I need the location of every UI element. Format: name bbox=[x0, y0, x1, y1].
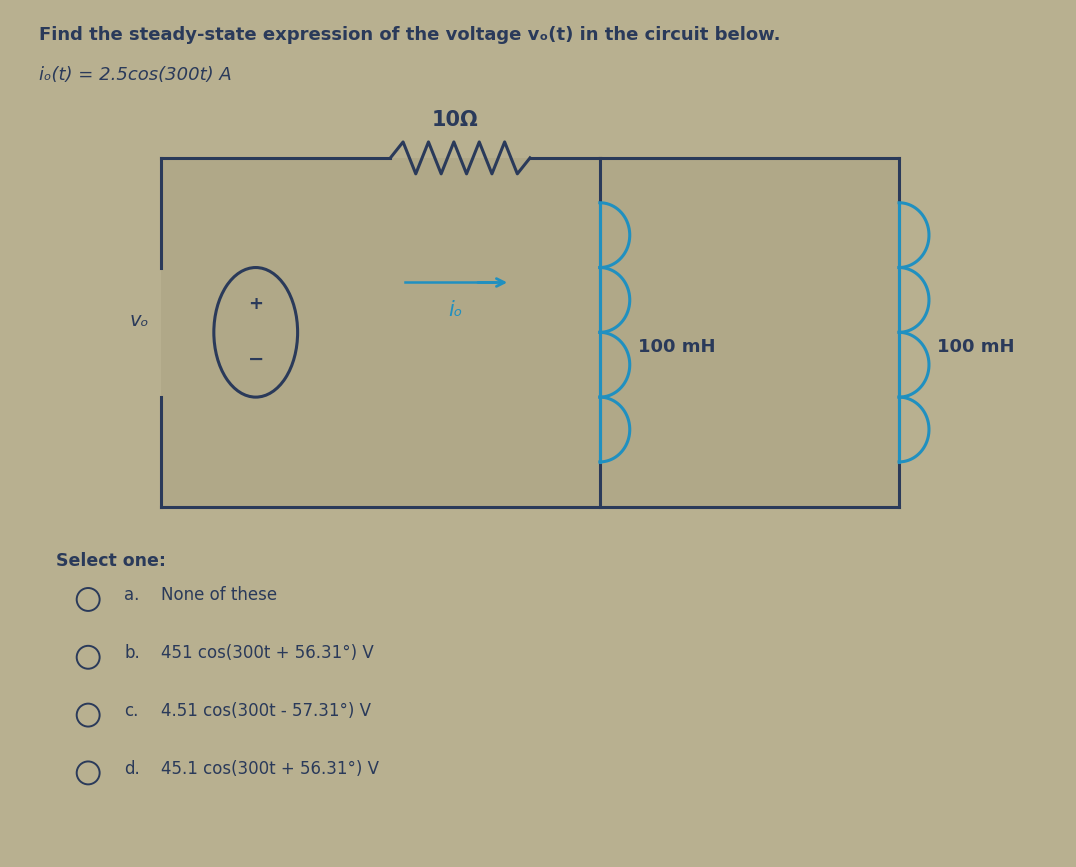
Text: None of these: None of these bbox=[161, 586, 278, 604]
Text: d.: d. bbox=[124, 759, 140, 778]
Text: a.: a. bbox=[124, 586, 140, 604]
Text: 45.1 cos(300t + 56.31°) V: 45.1 cos(300t + 56.31°) V bbox=[161, 759, 379, 778]
Text: +: + bbox=[249, 296, 264, 313]
Text: Select one:: Select one: bbox=[56, 551, 167, 570]
Text: 100 mH: 100 mH bbox=[937, 338, 1015, 356]
Text: c.: c. bbox=[124, 702, 139, 720]
Text: 4.51 cos(300t - 57.31°) V: 4.51 cos(300t - 57.31°) V bbox=[161, 702, 371, 720]
Text: 10Ω: 10Ω bbox=[431, 110, 479, 130]
Text: iₒ: iₒ bbox=[448, 301, 463, 321]
Text: −: − bbox=[247, 349, 264, 368]
Text: Find the steady-state expression of the voltage vₒ(t) in the circuit below.: Find the steady-state expression of the … bbox=[40, 26, 781, 44]
Text: iₒ(t) = 2.5cos(300t) A: iₒ(t) = 2.5cos(300t) A bbox=[40, 66, 232, 84]
Text: 451 cos(300t + 56.31°) V: 451 cos(300t + 56.31°) V bbox=[161, 644, 373, 662]
Text: b.: b. bbox=[124, 644, 140, 662]
Text: vₒ: vₒ bbox=[129, 311, 148, 329]
Text: 100 mH: 100 mH bbox=[638, 338, 716, 356]
Bar bbox=[161, 158, 900, 507]
